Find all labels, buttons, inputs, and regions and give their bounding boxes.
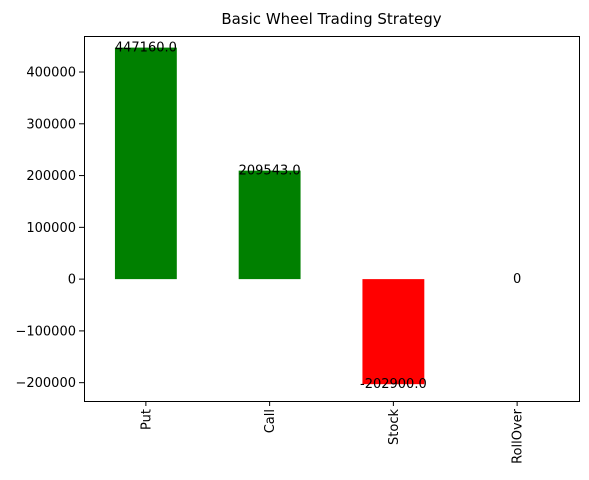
bar-call	[238, 170, 301, 280]
data-label-rollover: 0	[513, 272, 521, 287]
x-tick-label-put: Put	[139, 409, 154, 430]
y-tick-label: −200000	[15, 376, 76, 391]
data-label-stock: -202900.0	[360, 377, 427, 392]
y-axis: −200000 −100000 0 100000 200000 300000 400000	[15, 66, 84, 391]
y-tick-label: 100000	[26, 221, 76, 236]
x-tick-label-stock: Stock	[387, 409, 402, 445]
x-axis: Put Call Stock RollOver	[139, 401, 526, 464]
bars-group	[114, 47, 425, 385]
plot-frame	[84, 36, 580, 402]
y-tick-label: 0	[68, 273, 76, 288]
data-label-put: 447160.0	[115, 41, 177, 56]
data-label-call: 209543.0	[239, 164, 301, 179]
chart-title: Basic Wheel Trading Strategy	[221, 10, 441, 28]
bar-stock	[362, 279, 425, 385]
bar-put	[114, 47, 177, 280]
x-tick-label-call: Call	[263, 409, 278, 433]
data-labels-group: 447160.0 209543.0 -202900.0 0	[115, 41, 521, 393]
y-tick-label: 200000	[26, 169, 76, 184]
y-tick-label: −100000	[15, 324, 76, 339]
y-tick-label: 300000	[26, 117, 76, 132]
y-tick-label: 400000	[26, 66, 76, 81]
x-tick-label-rollover: RollOver	[511, 408, 526, 464]
